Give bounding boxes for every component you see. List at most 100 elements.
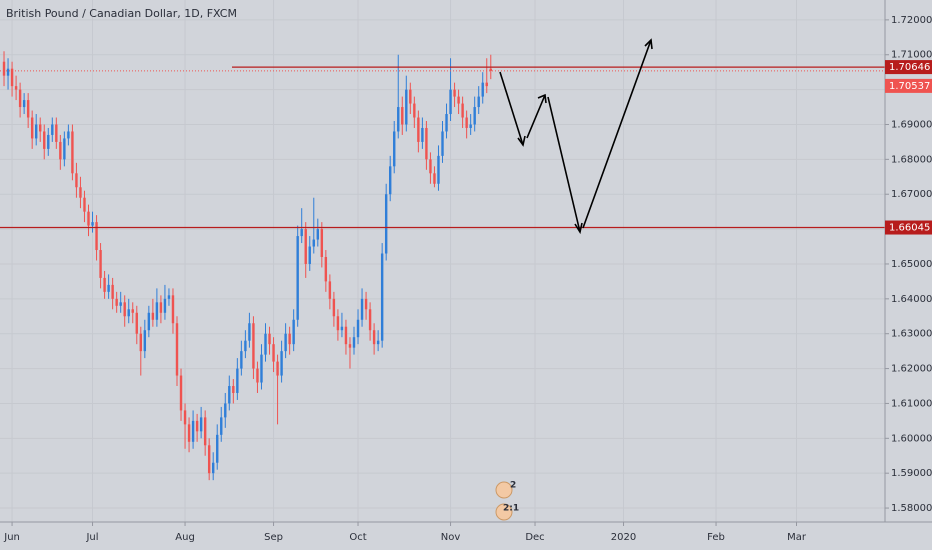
candle-body xyxy=(43,131,46,149)
y-tick-label: 1.60000 xyxy=(891,433,932,444)
level-label-bg xyxy=(885,60,932,75)
candle-body xyxy=(139,333,143,352)
candle-body xyxy=(304,229,307,264)
candle-body xyxy=(123,302,126,317)
x-tick-label: Sep xyxy=(264,532,283,543)
candle-body xyxy=(264,333,267,355)
candle-body xyxy=(489,68,492,71)
candle-body xyxy=(232,386,235,393)
candle-body xyxy=(39,124,42,132)
projection-arrows xyxy=(499,38,653,235)
x-tick-label: Aug xyxy=(175,532,195,543)
candle-body xyxy=(203,417,207,446)
candle-body xyxy=(380,253,384,341)
candle-body xyxy=(95,222,98,251)
candle-body xyxy=(211,462,215,474)
candle-body xyxy=(453,89,456,97)
candle-body xyxy=(437,155,440,184)
candle-body xyxy=(312,239,315,247)
candle-body xyxy=(26,100,30,118)
candle-body xyxy=(481,82,484,97)
candle-body xyxy=(163,298,167,313)
candle-body xyxy=(296,236,299,320)
candle-body xyxy=(445,114,448,132)
candle-body xyxy=(14,86,18,90)
candle-body xyxy=(244,340,247,352)
candle-body xyxy=(429,159,432,174)
candle-body xyxy=(272,344,275,362)
candle-body xyxy=(413,103,416,118)
candle-body xyxy=(268,333,271,345)
candle-body xyxy=(252,323,255,369)
candle-body xyxy=(34,124,38,139)
candle-body xyxy=(236,368,239,393)
chart-title: British Pound / Canadian Dollar, 1D, FXC… xyxy=(6,7,237,20)
candle-body xyxy=(22,100,26,108)
y-tick-label: 1.67000 xyxy=(891,189,932,200)
event-label: 2:1 xyxy=(503,504,519,514)
candle-body xyxy=(167,295,171,299)
candle-body xyxy=(316,229,320,240)
candle-body xyxy=(63,138,66,160)
candle-body xyxy=(393,131,396,167)
candle-body xyxy=(348,344,352,348)
level-label: 1.66045 xyxy=(889,223,930,234)
candle-body xyxy=(457,96,460,104)
candle-body xyxy=(75,173,78,188)
candle-body xyxy=(384,194,388,254)
candle-body xyxy=(288,333,291,345)
candle-body xyxy=(248,323,251,341)
level-label: 1.70646 xyxy=(889,62,930,73)
candle-body xyxy=(18,89,22,108)
candle-body xyxy=(401,107,404,125)
candle-body xyxy=(67,131,70,139)
x-tick-label: Dec xyxy=(525,532,544,543)
candle-body xyxy=(195,420,199,432)
candle-body xyxy=(159,302,163,313)
candle-body xyxy=(143,330,147,352)
y-tick-label: 1.72000 xyxy=(891,15,932,26)
y-tick-label: 1.59000 xyxy=(891,468,932,479)
candle-body xyxy=(260,354,263,383)
candle-body xyxy=(220,417,223,435)
candle-body xyxy=(103,277,106,292)
candle-body xyxy=(284,333,287,352)
candle-body xyxy=(461,103,464,118)
candle-body xyxy=(224,403,227,418)
event-markers: 2 2:1 xyxy=(495,481,519,521)
candle-body xyxy=(469,124,472,128)
x-tick-label: Feb xyxy=(707,532,725,543)
candle-body xyxy=(10,68,14,87)
candle-body xyxy=(51,124,54,135)
candle-body xyxy=(216,434,219,463)
x-tick-label: Nov xyxy=(441,532,461,543)
candle-body xyxy=(151,312,155,320)
y-tick-label: 1.65000 xyxy=(891,259,932,270)
candle-body xyxy=(131,309,134,313)
candle-body xyxy=(417,117,420,142)
candle-body xyxy=(191,420,195,442)
candle-body xyxy=(300,229,303,237)
event-icon xyxy=(495,481,513,499)
candle-body xyxy=(449,89,452,115)
candle-body xyxy=(336,316,340,331)
candle-body xyxy=(425,127,428,160)
arrow xyxy=(547,96,581,233)
candle-body xyxy=(324,256,328,282)
candle-body xyxy=(107,284,110,292)
candle-body xyxy=(332,298,336,317)
candle-body xyxy=(368,309,372,331)
y-tick-label: 1.68000 xyxy=(891,154,932,165)
candle-body xyxy=(47,134,50,149)
candle-body xyxy=(175,323,179,376)
candle-body xyxy=(485,82,488,87)
candle-body xyxy=(441,131,444,156)
candle-body xyxy=(79,187,82,198)
y-tick-label: 1.61000 xyxy=(891,398,932,409)
candle-body xyxy=(199,417,203,432)
candle-body xyxy=(397,107,400,132)
candle-body xyxy=(364,298,368,310)
candle-body xyxy=(187,424,191,442)
y-tick-label: 1.69000 xyxy=(891,119,932,130)
